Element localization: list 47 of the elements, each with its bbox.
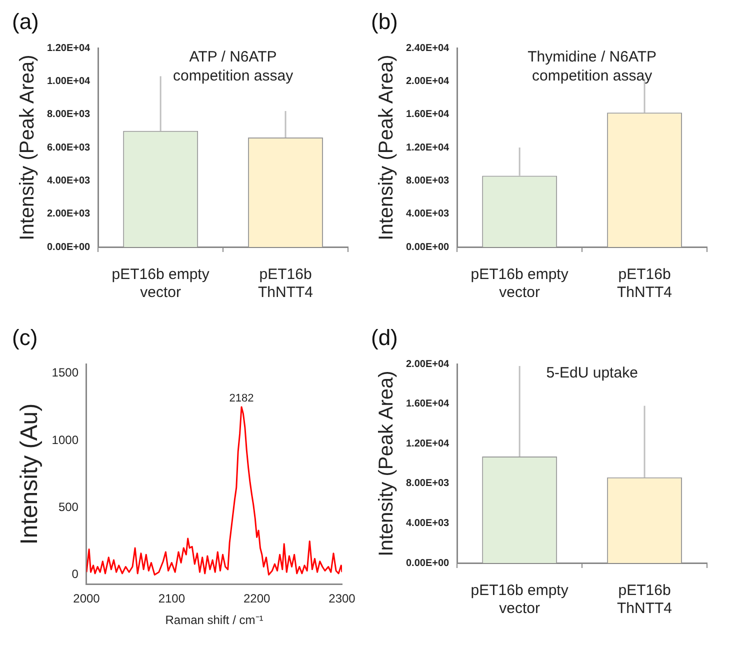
text: (c)	[12, 325, 38, 350]
y-tick-label: 2.00E+04	[406, 76, 450, 87]
y-tick-label: 0	[72, 567, 79, 582]
y-axis-title: Intensity (Au)	[16, 403, 44, 545]
y-tick-label: 6.00E+03	[46, 142, 91, 154]
x-tick-label: 2000	[73, 592, 100, 606]
y-tick-label: 8.00E+03	[406, 175, 450, 186]
y-tick-label: 0.00E+00	[406, 558, 450, 569]
y-tick-label: 0.00E+00	[406, 242, 450, 253]
y-tick-label: 1500	[52, 366, 79, 380]
y-tick-label: 4.00E+03	[46, 175, 91, 186]
y-tick-label: 1.20E+04	[406, 142, 450, 154]
x-tick-label: pET16b ThNTT4	[617, 582, 672, 618]
text: (b)	[371, 9, 398, 34]
y-tick-label: 1.00E+04	[46, 76, 91, 87]
y-tick-label: 2.00E+04	[406, 358, 450, 370]
y-axis-title: Intensity (Peak Area)	[376, 54, 398, 240]
x-tick-label: 2100	[158, 592, 186, 606]
y-tick-label: 1000	[52, 432, 79, 447]
text: (a)	[12, 9, 39, 34]
x-axis-title: Raman shift / cm⁻¹	[165, 613, 264, 628]
y-tick-label: 0.00E+00	[46, 242, 91, 253]
text: (d)	[371, 325, 398, 350]
chart-title: 5-EdU uptake	[546, 364, 638, 382]
y-tick-label: 2.00E+03	[46, 208, 91, 220]
y-axis-title: Intensity (Peak Area)	[16, 54, 39, 240]
x-tick-label: pET16b empty vector	[112, 266, 210, 302]
y-tick-label: 8.00E+03	[406, 478, 450, 490]
y-tick-label: 500	[58, 500, 79, 514]
y-tick-label: 2.40E+04	[406, 42, 450, 54]
y-tick-label: 1.60E+04	[406, 398, 450, 410]
x-tick-label: pET16b empty vector	[470, 582, 569, 618]
x-tick-label: pET16b empty vector	[470, 266, 569, 302]
x-tick-label: 2300	[328, 592, 356, 606]
x-tick-label: 2200	[243, 592, 270, 606]
x-tick-label: pET16b ThNTT4	[258, 266, 314, 302]
y-tick-label: 8.00E+03	[46, 109, 91, 120]
y-tick-label: 1.60E+04	[406, 109, 450, 120]
text: Thymidine / N6ATP competition assay	[528, 48, 657, 85]
y-tick-label: 1.20E+04	[406, 438, 450, 450]
y-tick-label: 4.00E+03	[406, 518, 450, 529]
annotation: 2182	[229, 392, 254, 404]
x-tick-label: pET16b ThNTT4	[617, 266, 672, 302]
y-tick-label: 1.20E+04	[46, 42, 91, 54]
y-axis-title: Intensity (Peak Area)	[376, 370, 398, 556]
y-tick-label: 4.00E+03	[406, 208, 450, 220]
text: ATP / N6ATP competition assay	[173, 48, 294, 85]
